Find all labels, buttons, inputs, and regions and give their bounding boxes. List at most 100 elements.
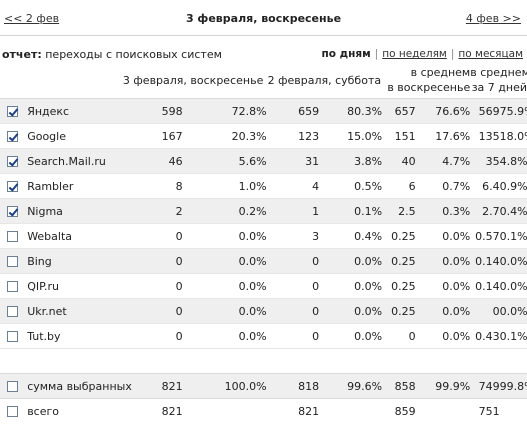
checkbox-cell — [0, 123, 26, 149]
row-checkbox[interactable] — [7, 206, 19, 217]
cell-value: 135 — [470, 123, 500, 149]
cell-value: 6.4 — [470, 173, 500, 199]
row-checkbox[interactable] — [7, 306, 19, 317]
cell-value: 0.57 — [470, 223, 500, 249]
row-checkbox[interactable] — [7, 256, 19, 267]
cell-value: 749 — [470, 373, 500, 399]
prev-day-link[interactable]: << 2 фев — [4, 12, 60, 25]
cell-percent: 0.0% — [182, 273, 267, 299]
cell-value: 818 — [266, 373, 320, 399]
header-avg-sunday: в среднем в воскресенье — [382, 62, 471, 99]
view-days-active: по дням — [321, 48, 371, 60]
row-name: сумма выбранных — [25, 373, 132, 399]
cell-value: 821 — [119, 373, 183, 399]
cell-value: 31 — [266, 148, 320, 174]
search-engines-table: 3 февраля, воскресенье 2 февраля, суббот… — [0, 62, 527, 424]
cell-percent: 80.3% — [319, 98, 383, 124]
current-date-title: 3 февраля, воскресенье — [185, 12, 342, 25]
cell-percent: 0.0% — [182, 223, 267, 249]
view-weeks-link[interactable]: по неделям — [382, 48, 447, 60]
row-name: Яндекс — [25, 98, 120, 124]
cell-value: 3 — [266, 223, 320, 249]
cell-percent: 0.0% — [182, 248, 267, 274]
row-checkbox[interactable] — [7, 331, 19, 342]
date-navigation: << 2 фев 3 февраля, воскресенье 4 фев >> — [0, 0, 527, 36]
report-name: переходы с поисковых систем — [45, 48, 222, 61]
row-name: Ukr.net — [25, 298, 120, 324]
checkbox-cell — [0, 273, 26, 299]
header-checkbox-cell — [0, 62, 26, 99]
view-months-link[interactable]: по месяцам — [458, 48, 523, 60]
report-label: отчет: переходы с поисковых систем — [2, 48, 222, 61]
cell-percent: 76.6% — [415, 98, 471, 124]
cell-value: 8 — [119, 173, 183, 199]
cell-value: 0.25 — [382, 248, 416, 274]
row-checkbox[interactable] — [7, 156, 19, 167]
cell-percent: 0.1% — [319, 198, 383, 224]
cell-empty — [183, 399, 267, 424]
cell-percent: 0.0% — [319, 323, 383, 349]
view-separator: | — [374, 48, 379, 60]
cell-percent: 5.6% — [182, 148, 267, 174]
row-checkbox[interactable] — [7, 106, 19, 117]
header-avg-7days: в среднем за 7 дней — [470, 62, 527, 99]
table-row: Search.Mail.ru 46 5.6% 31 3.8% 40 4.7% 35 4.8% — [0, 148, 527, 174]
cell-value: 858 — [382, 373, 416, 399]
cell-percent: 0.0% — [319, 298, 383, 324]
header-day1: 3 февраля, воскресенье — [119, 62, 267, 99]
header-name-cell — [25, 62, 120, 99]
cell-percent: 0.0% — [319, 248, 383, 274]
cell-value: 569 — [470, 98, 500, 124]
totals-selected-row: сумма выбранных 821 100.0% 818 99.6% 858… — [0, 373, 527, 399]
total-row-checkbox[interactable] — [7, 406, 19, 418]
checkbox-cell — [0, 223, 26, 249]
cell-percent: 3.8% — [319, 148, 383, 174]
cell-percent: 0.1% — [499, 323, 527, 349]
cell-value: 0.25 — [382, 298, 416, 324]
checkbox-cell — [0, 298, 26, 324]
cell-value: 0 — [119, 323, 183, 349]
cell-value: 0.25 — [382, 223, 416, 249]
row-checkbox[interactable] — [7, 181, 19, 192]
next-day-link[interactable]: 4 фев >> — [465, 12, 521, 25]
report-bar: отчет: переходы с поисковых систем по дн… — [0, 44, 527, 66]
cell-percent: 0.0% — [415, 223, 471, 249]
checkbox-cell — [0, 323, 26, 349]
row-checkbox[interactable] — [7, 231, 19, 242]
checkbox-cell — [0, 148, 26, 174]
cell-percent: 18.0% — [499, 123, 527, 149]
cell-percent: 0.3% — [415, 198, 471, 224]
table-row: Ukr.net 0 0.0% 0 0.0% 0.25 0.0% 0 0.0% — [0, 298, 527, 324]
cell-percent: 0.0% — [182, 298, 267, 324]
row-name: Bing — [25, 248, 120, 274]
cell-percent: 0.0% — [415, 273, 471, 299]
select-all-checkbox[interactable] — [7, 381, 19, 392]
cell-value: 598 — [119, 98, 183, 124]
header-avg-7days-line1: в среднем — [470, 66, 527, 79]
cell-value: 0 — [470, 298, 500, 324]
checkbox-cell — [0, 399, 25, 424]
view-switcher: по дням | по неделям | по месяцам — [321, 48, 523, 60]
table-row: Tut.by 0 0.0% 0 0.0% 0 0.0% 0.43 0.1% — [0, 323, 527, 349]
cell-percent: 0.4% — [499, 198, 527, 224]
cell-value: 2.5 — [382, 198, 416, 224]
row-name: Nigma — [25, 198, 120, 224]
cell-value: 1 — [266, 198, 320, 224]
cell-value: 0.43 — [470, 323, 500, 349]
cell-percent: 99.6% — [319, 373, 383, 399]
row-name: Webalta — [25, 223, 120, 249]
cell-value: 0 — [382, 323, 416, 349]
cell-value: 751 — [478, 404, 500, 418]
divider — [0, 35, 527, 36]
row-checkbox[interactable] — [7, 281, 19, 292]
header-avg-7days-line2: за 7 дней — [471, 81, 527, 94]
cell-value: 0 — [266, 298, 320, 324]
cell-empty — [500, 399, 527, 424]
cell-percent: 0.2% — [182, 198, 267, 224]
row-checkbox[interactable] — [7, 131, 19, 142]
cell-value: 40 — [382, 148, 416, 174]
cell-percent: 0.4% — [319, 223, 383, 249]
cell-percent: 15.0% — [319, 123, 383, 149]
cell-value: 151 — [382, 123, 416, 149]
